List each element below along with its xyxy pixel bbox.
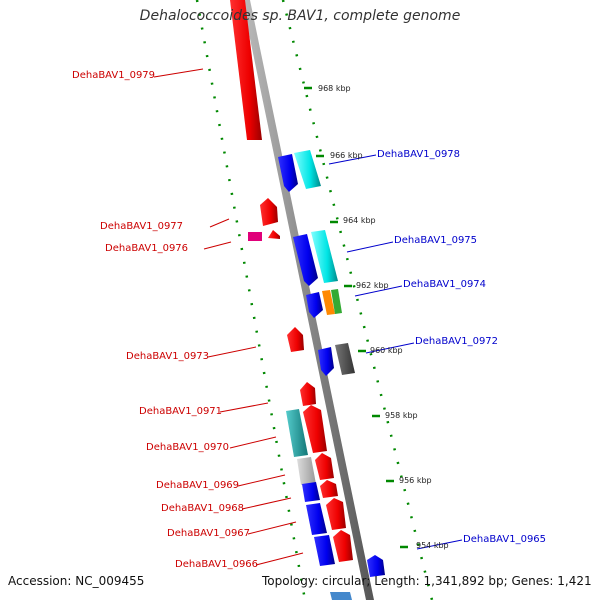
gene-0977[interactable] bbox=[260, 198, 278, 226]
gene-label-0974[interactable]: DehaBAV1_0974 bbox=[403, 279, 487, 290]
topology-text: Topology: circular; Length: 1,341,892 bp… bbox=[262, 574, 592, 588]
gene-0967[interactable] bbox=[306, 503, 327, 535]
gene-label-0972[interactable]: DehaBAV1_0972 bbox=[415, 336, 499, 347]
outer-scale-ring bbox=[281, 0, 434, 600]
tick-label-960: 960 kbp bbox=[370, 346, 403, 355]
gene-label-0967[interactable]: DehaBAV1_0967 bbox=[167, 528, 251, 539]
gene-0966[interactable] bbox=[314, 535, 335, 566]
right-leader-lines bbox=[328, 154, 463, 550]
gene-0970[interactable] bbox=[286, 409, 308, 457]
gene-label-0971[interactable]: DehaBAV1_0971 bbox=[139, 406, 223, 417]
gene-0972[interactable] bbox=[318, 347, 334, 376]
gene-0975[interactable] bbox=[293, 234, 318, 286]
gene-0978-cyan[interactable] bbox=[294, 150, 321, 189]
gene-label-0969[interactable]: DehaBAV1_0969 bbox=[156, 480, 240, 491]
scale-tick-marks bbox=[304, 86, 408, 549]
tick-label-966: 966 kbp bbox=[330, 151, 363, 160]
gene-label-0966[interactable]: DehaBAV1_0966 bbox=[175, 559, 259, 570]
gene-0971[interactable] bbox=[300, 382, 316, 406]
gene-0973[interactable] bbox=[287, 327, 304, 352]
gene-label-0965[interactable]: DehaBAV1_0965 bbox=[463, 534, 547, 545]
gene-bottom-partial bbox=[330, 592, 352, 600]
left-leader-lines bbox=[153, 68, 304, 566]
gene-label-0977[interactable]: DehaBAV1_0977 bbox=[100, 221, 184, 232]
tick-label-954: 954 kbp bbox=[416, 541, 449, 550]
gene-0979[interactable] bbox=[230, 0, 262, 140]
gene-0975-cyan[interactable] bbox=[311, 230, 338, 283]
map-title: Dehalococcoides sp. BAV1, complete genom… bbox=[139, 8, 461, 24]
gene-label-0976[interactable]: DehaBAV1_0976 bbox=[105, 243, 189, 254]
gene-0978[interactable] bbox=[278, 154, 298, 192]
gene-0976-b[interactable] bbox=[248, 232, 262, 241]
gene-0974-orange[interactable] bbox=[322, 290, 335, 315]
gene-0976-a[interactable] bbox=[268, 230, 280, 239]
gene-0967-red[interactable] bbox=[326, 498, 346, 530]
gene-0968-red[interactable] bbox=[320, 480, 338, 498]
gene-label-0973[interactable]: DehaBAV1_0973 bbox=[126, 351, 210, 362]
tick-label-958: 958 kbp bbox=[385, 411, 418, 420]
gene-0969-red[interactable] bbox=[315, 453, 334, 480]
gene-0968[interactable] bbox=[302, 482, 320, 502]
gene-label-0975[interactable]: DehaBAV1_0975 bbox=[394, 235, 478, 246]
gene-0974-green[interactable] bbox=[331, 289, 342, 314]
accession-text: Accession: NC_009455 bbox=[8, 574, 145, 588]
gene-0972-dark[interactable] bbox=[335, 343, 355, 375]
tick-label-968: 968 kbp bbox=[318, 84, 351, 93]
tick-label-962: 962 kbp bbox=[356, 281, 389, 290]
gene-label-0970[interactable]: DehaBAV1_0970 bbox=[146, 442, 230, 453]
gene-0974[interactable] bbox=[306, 292, 323, 318]
gene-label-0968[interactable]: DehaBAV1_0968 bbox=[161, 503, 245, 514]
tick-label-956: 956 kbp bbox=[399, 476, 432, 485]
gene-0970-red[interactable] bbox=[303, 405, 327, 453]
gene-0966-red[interactable] bbox=[333, 530, 353, 562]
gene-label-0978[interactable]: DehaBAV1_0978 bbox=[377, 149, 461, 160]
gene-0969[interactable] bbox=[297, 457, 316, 485]
gene-label-0979[interactable]: DehaBAV1_0979 bbox=[72, 70, 156, 81]
gene-0965[interactable] bbox=[367, 555, 385, 577]
tick-label-964: 964 kbp bbox=[343, 216, 376, 225]
